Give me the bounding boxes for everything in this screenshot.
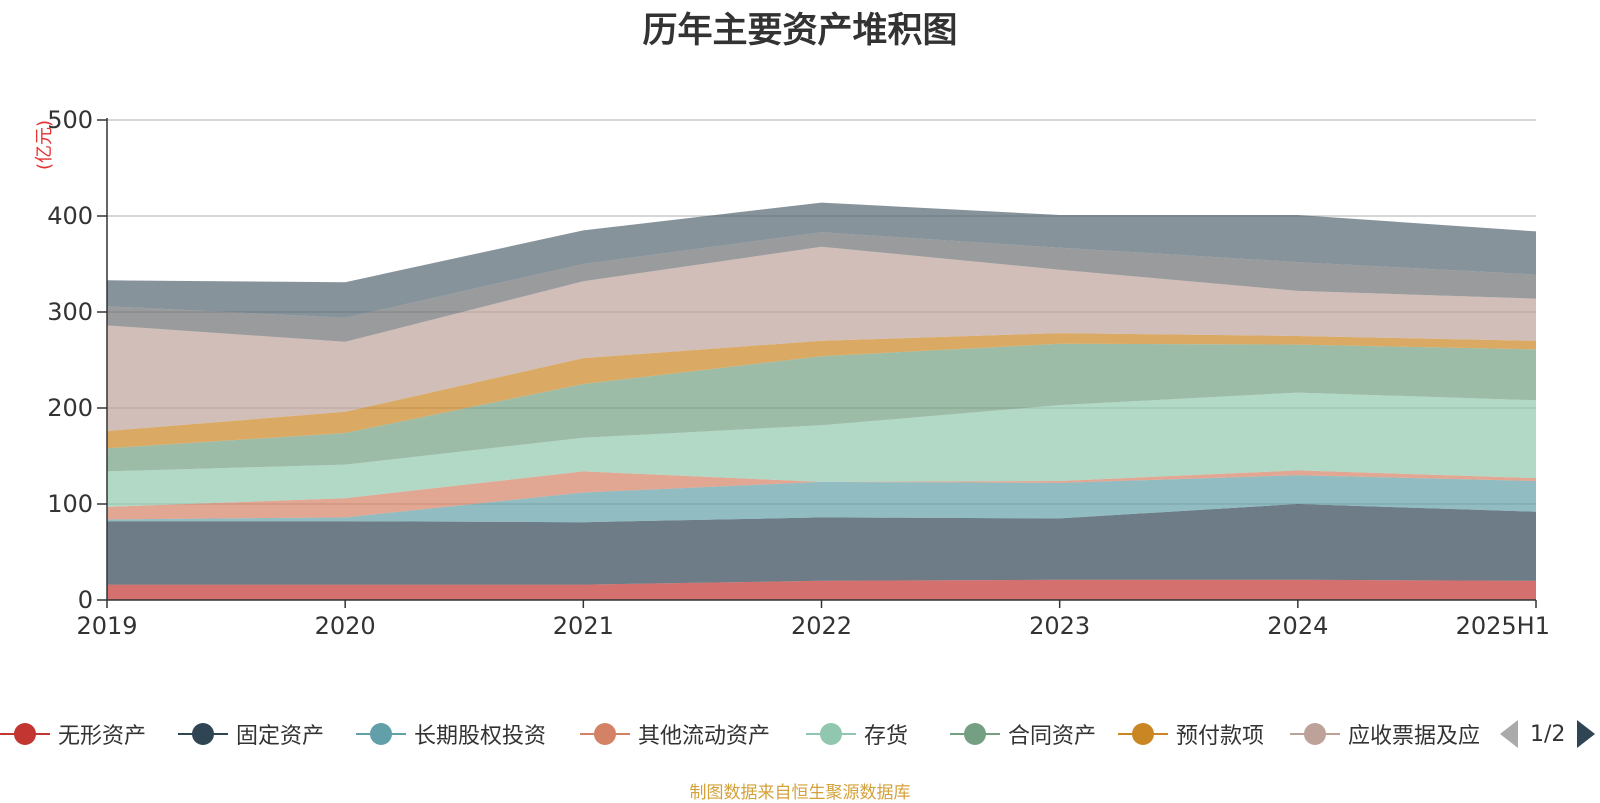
x-tick-label: 2019: [76, 612, 137, 640]
area-series-存货: [107, 392, 1536, 507]
area-series-无形资产: [107, 579, 1536, 600]
legend-marker-icon: [356, 716, 406, 752]
legend-page-indicator: 1/2: [1530, 721, 1566, 747]
x-tick-label: 2025H1: [1456, 612, 1550, 640]
area-series-other-9: [107, 202, 1536, 318]
area-series-固定资产: [107, 504, 1536, 585]
legend: 无形资产固定资产长期股权投资其他流动资产存货合同资产预付款项应收票据及应收账款 …: [0, 716, 1600, 752]
legend-marker-icon: [1290, 716, 1340, 752]
y-tick-label: 300: [47, 298, 93, 326]
legend-label: 其他流动资产: [638, 724, 771, 749]
legend-pager: 1/2: [1500, 716, 1596, 752]
legend-marker-icon: [580, 716, 630, 752]
source-note: 制图数据来自恒生聚源数据库: [689, 783, 911, 803]
area-series-应收票据及应收账款: [107, 246, 1536, 431]
area-series-预付款项: [107, 333, 1536, 449]
area-series-其他流动资产: [107, 470, 1536, 520]
legend-item[interactable]: 预付款项: [1118, 716, 1264, 752]
legend-item[interactable]: 合同资产: [950, 716, 1096, 752]
x-tick-label: 2024: [1267, 612, 1328, 640]
x-tick-label: 2020: [315, 612, 376, 640]
chart-title: 历年主要资产堆积图: [642, 11, 958, 51]
y-tick-label: 500: [47, 106, 93, 134]
legend-item[interactable]: 其他流动资产: [580, 716, 770, 752]
legend-item[interactable]: 固定资产: [178, 716, 324, 752]
y-axis-unit-label: (亿元): [34, 120, 55, 170]
area-series-合同资产: [107, 343, 1536, 472]
legend-label: 存货: [864, 724, 909, 749]
area-series-other-8: [107, 232, 1536, 342]
x-tick-label: 2022: [791, 612, 852, 640]
legend-label: 应收票据及应收账款: [1348, 724, 1480, 749]
axes: 0 100 200 300 400 500 2019 2020 2021 2022 2023 2024…: [47, 106, 1550, 640]
legend-item[interactable]: 无形资产: [0, 716, 146, 752]
legend-items: 无形资产 固定资产 长期股权投资 其他流动资产 存货 合同资产 预付款项 应收票据及应收账款: [0, 716, 1480, 752]
legend-marker-icon: [178, 716, 228, 752]
legend-marker-icon: [0, 716, 50, 752]
legend-label: 预付款项: [1176, 724, 1265, 749]
area-series: [107, 202, 1536, 600]
y-tick-label: 0: [78, 586, 93, 614]
area-series-长期股权投资: [107, 475, 1536, 523]
legend-item[interactable]: 应收票据及应收账款: [1290, 716, 1480, 752]
triangle-right-icon[interactable]: [1577, 720, 1596, 748]
legend-label: 固定资产: [236, 724, 325, 749]
legend-marker-icon: [950, 716, 1000, 752]
y-tick-label: 100: [47, 490, 93, 518]
legend-item[interactable]: 存货: [806, 716, 908, 752]
y-tick-label: 400: [47, 202, 93, 230]
legend-label: 无形资产: [58, 724, 147, 749]
y-tick-label: 200: [47, 394, 93, 422]
legend-marker-icon: [1118, 716, 1168, 752]
x-tick-label: 2021: [553, 612, 614, 640]
legend-item[interactable]: 长期股权投资: [356, 716, 546, 752]
legend-label: 合同资产: [1008, 724, 1097, 749]
triangle-left-icon[interactable]: [1500, 720, 1518, 748]
legend-marker-icon: [806, 716, 856, 752]
legend-label: 长期股权投资: [414, 724, 547, 749]
x-tick-label: 2023: [1029, 612, 1090, 640]
